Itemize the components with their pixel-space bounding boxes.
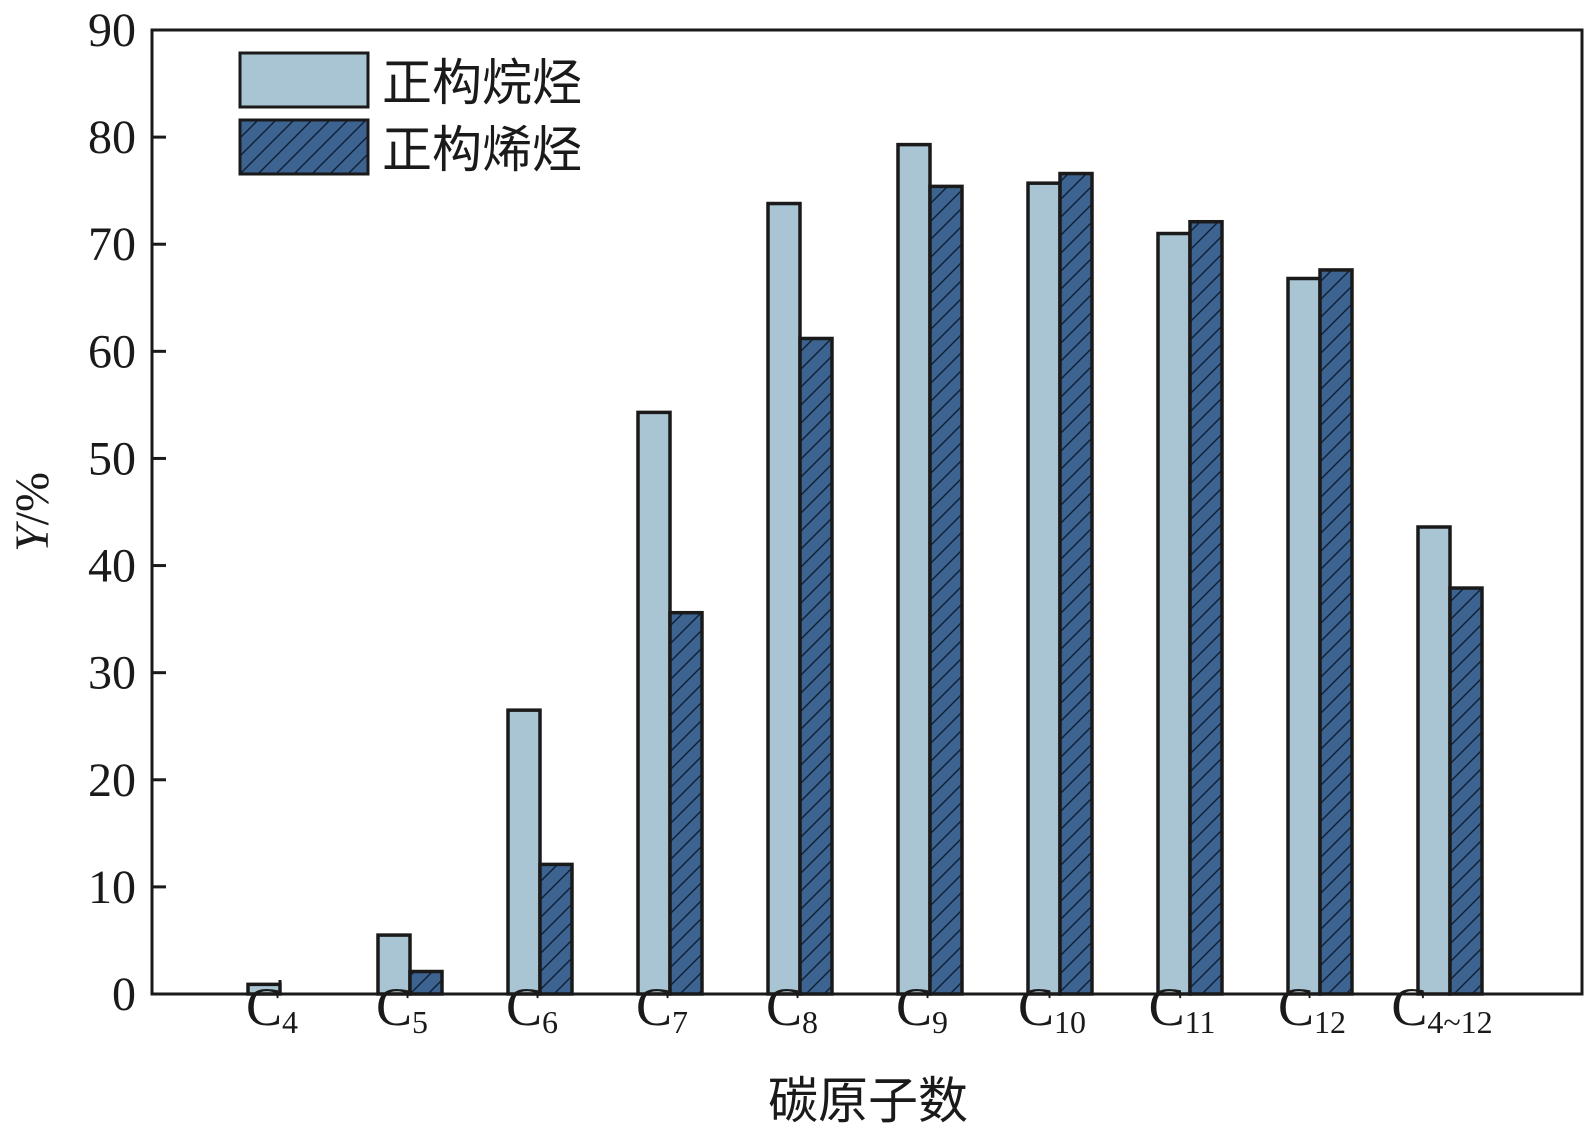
y-tick-label: 70 [88, 218, 136, 271]
bar-alkane-2 [506, 708, 542, 996]
bar-alkane-5 [896, 142, 932, 996]
x-tick-label-base: C [896, 977, 932, 1037]
y-tick-label: 30 [88, 647, 136, 700]
bar-alkene-9 [1448, 586, 1484, 996]
bar-alkane-4 [766, 201, 802, 996]
x-tick-label-base: C [506, 977, 542, 1037]
bar-alkene-7 [1188, 219, 1224, 996]
x-tick-label-base: C [1391, 977, 1427, 1037]
plot-frame [150, 28, 1584, 996]
x-tick-label-subscript: 8 [802, 1004, 818, 1040]
x-tick-label: C9 [896, 977, 948, 1040]
x-tick-label-subscript: 12 [1314, 1004, 1346, 1040]
x-tick-label-base: C [1278, 977, 1314, 1037]
bar-alkene-5 [928, 184, 964, 996]
x-tick-label-subscript: 7 [672, 1004, 688, 1040]
x-tick-label-subscript: 4 [282, 1004, 298, 1040]
x-tick-label-subscript: 9 [932, 1004, 948, 1040]
y-axis-title-symbol: Y [6, 521, 59, 552]
legend-swatch-alkane [238, 51, 370, 109]
bars-group [246, 142, 1484, 996]
bar-alkene-2 [538, 862, 574, 996]
legend-label-alkene: 正构烯烃 [382, 121, 582, 179]
legend: 正构烷烃 正构烯烃 [238, 51, 582, 179]
x-tick-label: C12 [1278, 977, 1346, 1040]
y-tick-label: 90 [88, 4, 136, 57]
x-tick-label: C7 [636, 977, 688, 1040]
y-tick-label: 0 [112, 968, 136, 1021]
legend-swatch-alkene [238, 118, 370, 176]
x-tick-label-base: C [1018, 977, 1054, 1037]
y-tick-label: 10 [88, 861, 136, 914]
x-tick-label: C10 [1018, 977, 1086, 1040]
bar-alkene-1 [408, 969, 444, 996]
bar-alkane-7 [1156, 231, 1192, 996]
bar-alkane-9 [1416, 525, 1452, 996]
x-tick-label: C4~12 [1391, 977, 1492, 1040]
y-axis: 0 10 20 30 40 50 60 70 80 90 [88, 4, 166, 1021]
x-tick-label: C5 [376, 977, 428, 1040]
x-axis: C4 C5 C6 C7 C8 C9 C10 C11 C12 C4~12 [246, 977, 1493, 1040]
bar-alkane-1 [376, 933, 412, 996]
x-tick-label: C11 [1149, 977, 1216, 1040]
x-tick-label-base: C [766, 977, 802, 1037]
y-tick-label: 80 [88, 111, 136, 164]
x-tick-label-subscript: 10 [1054, 1004, 1086, 1040]
y-axis-title-unit: /% [6, 472, 59, 525]
y-axis-title: Y/% [6, 472, 59, 552]
x-tick-label-subscript: 6 [542, 1004, 558, 1040]
bar-alkene-4 [798, 336, 834, 996]
y-tick-label: 60 [88, 325, 136, 378]
x-tick-label-base: C [376, 977, 412, 1037]
legend-label-alkane: 正构烷烃 [382, 54, 582, 112]
y-tick-label: 50 [88, 432, 136, 485]
x-tick-label-base: C [246, 977, 282, 1037]
bar-alkane-3 [636, 410, 672, 996]
bar-alkene-6 [1058, 171, 1094, 996]
x-tick-label: C8 [766, 977, 818, 1040]
y-tick-label: 20 [88, 754, 136, 807]
x-tick-label: C4 [246, 977, 298, 1040]
x-tick-label: C6 [506, 977, 558, 1040]
x-axis-title: 碳原子数 [768, 1072, 968, 1130]
x-tick-label-subscript: 4~12 [1427, 1004, 1492, 1040]
bar-alkane-6 [1026, 181, 1062, 996]
y-tick-label: 40 [88, 540, 136, 593]
bar-alkene-3 [668, 610, 704, 996]
x-tick-label-subscript: 5 [412, 1004, 428, 1040]
bar-alkene-8 [1318, 268, 1354, 996]
x-tick-label-base: C [1149, 977, 1185, 1037]
x-tick-label-subscript: 11 [1185, 1004, 1216, 1040]
bar-alkane-8 [1286, 276, 1322, 996]
x-tick-label-base: C [636, 977, 672, 1037]
